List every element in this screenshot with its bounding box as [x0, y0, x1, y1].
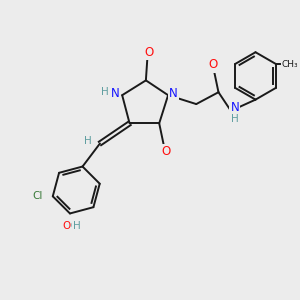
Text: O: O [161, 145, 171, 158]
Text: Cl: Cl [32, 191, 43, 201]
Text: H: H [101, 87, 109, 97]
Text: O: O [208, 58, 217, 71]
Text: H: H [231, 114, 238, 124]
Text: H: H [84, 136, 92, 146]
Text: N: N [169, 87, 178, 100]
Text: O: O [144, 46, 154, 59]
Text: O: O [62, 221, 70, 231]
Text: OH: OH [63, 221, 80, 231]
Text: N: N [111, 87, 120, 100]
Text: H: H [73, 221, 80, 231]
Text: CH₃: CH₃ [282, 60, 298, 69]
Text: N: N [230, 101, 239, 114]
